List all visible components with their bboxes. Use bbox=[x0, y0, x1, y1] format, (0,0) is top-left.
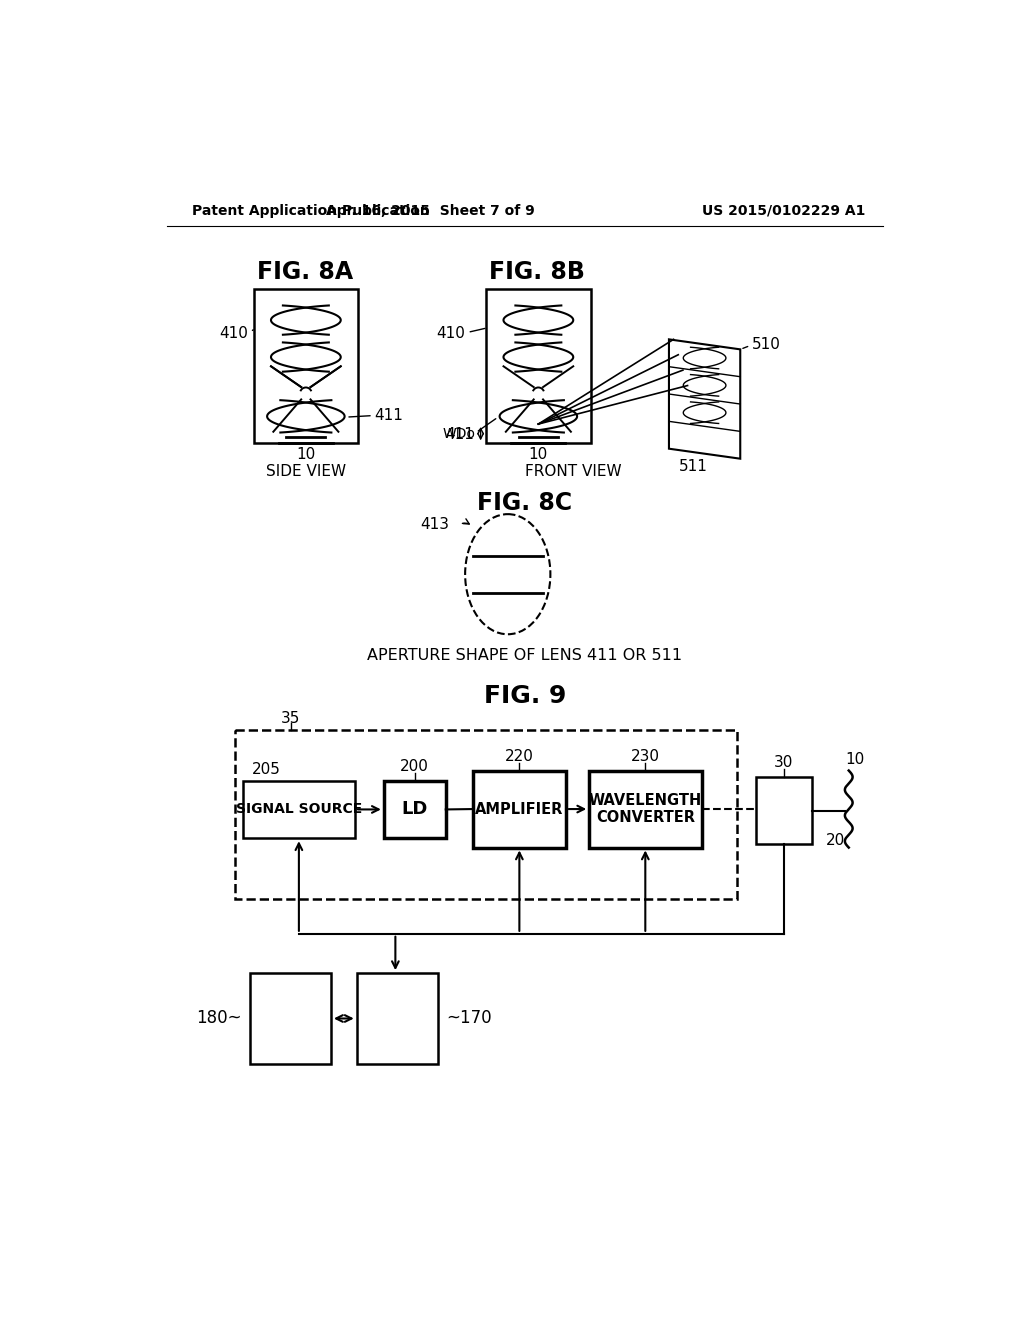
Text: AMPLIFIER: AMPLIFIER bbox=[475, 801, 563, 817]
Bar bbox=[234, 730, 737, 899]
Bar bbox=[473, 771, 566, 847]
Bar bbox=[589, 771, 701, 847]
Text: 230: 230 bbox=[631, 750, 659, 764]
Bar bbox=[254, 289, 358, 444]
Text: 510: 510 bbox=[752, 337, 780, 352]
Text: 411: 411 bbox=[375, 408, 403, 424]
Text: 35: 35 bbox=[281, 711, 300, 726]
Bar bbox=[486, 289, 591, 444]
Text: 511: 511 bbox=[679, 459, 709, 474]
Text: 10: 10 bbox=[528, 447, 548, 462]
Text: 10: 10 bbox=[846, 751, 864, 767]
Bar bbox=[384, 780, 445, 838]
Text: SIGNAL SOURCE: SIGNAL SOURCE bbox=[236, 803, 362, 817]
Bar bbox=[756, 776, 812, 845]
Text: 20: 20 bbox=[825, 833, 845, 849]
Text: WDo: WDo bbox=[443, 426, 476, 441]
Text: FRONT VIEW: FRONT VIEW bbox=[525, 463, 622, 479]
Text: ~170: ~170 bbox=[445, 1010, 492, 1027]
Text: 410: 410 bbox=[436, 326, 465, 342]
Text: WAVELENGTH
CONVERTER: WAVELENGTH CONVERTER bbox=[589, 793, 701, 825]
Text: 411: 411 bbox=[445, 426, 474, 442]
Text: FIG. 8B: FIG. 8B bbox=[489, 260, 585, 284]
Text: FIG. 9: FIG. 9 bbox=[483, 684, 566, 708]
Text: APERTURE SHAPE OF LENS 411 OR 511: APERTURE SHAPE OF LENS 411 OR 511 bbox=[368, 648, 682, 663]
Text: 180~: 180~ bbox=[197, 1010, 242, 1027]
Text: Apr. 16, 2015  Sheet 7 of 9: Apr. 16, 2015 Sheet 7 of 9 bbox=[326, 203, 535, 218]
Bar bbox=[356, 973, 438, 1064]
Text: 30: 30 bbox=[774, 755, 794, 771]
Text: 205: 205 bbox=[252, 762, 281, 776]
Text: 220: 220 bbox=[505, 750, 534, 764]
Text: 413: 413 bbox=[421, 516, 450, 532]
Text: 10: 10 bbox=[296, 447, 315, 462]
Text: FIG. 8A: FIG. 8A bbox=[257, 260, 352, 284]
Text: FIG. 8C: FIG. 8C bbox=[477, 491, 572, 515]
Text: LD: LD bbox=[401, 800, 428, 818]
Text: 200: 200 bbox=[400, 759, 429, 775]
Text: 410: 410 bbox=[219, 326, 248, 342]
Text: US 2015/0102229 A1: US 2015/0102229 A1 bbox=[701, 203, 865, 218]
Text: Patent Application Publication: Patent Application Publication bbox=[191, 203, 429, 218]
Bar bbox=[250, 973, 331, 1064]
Bar bbox=[243, 780, 355, 838]
Text: SIDE VIEW: SIDE VIEW bbox=[266, 463, 346, 479]
